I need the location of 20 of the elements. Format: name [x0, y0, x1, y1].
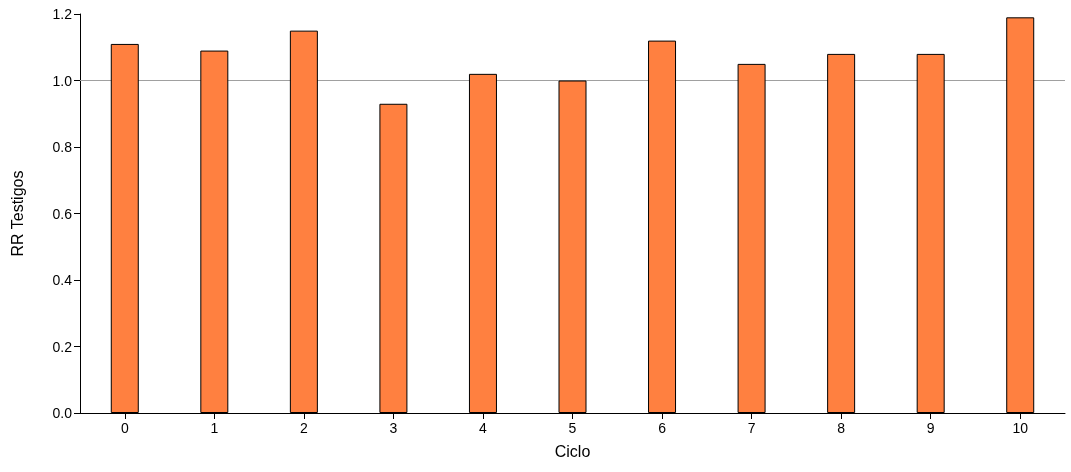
x-axis-title: Ciclo	[554, 442, 591, 460]
x-tick-label: 0	[120, 420, 129, 436]
x-tick-label: 3	[389, 420, 398, 436]
y-tick-label: 1.2	[52, 6, 73, 22]
y-tick-label: 0.6	[52, 205, 73, 222]
x-tick-label: 7	[747, 420, 756, 436]
y-tick-label: 0.8	[52, 139, 73, 155]
y-axis-title: RR Testigos	[8, 170, 26, 257]
x-tick-label: 8	[837, 420, 846, 436]
y-tick-label: 0.2	[52, 338, 73, 355]
x-tick-label: 6	[658, 420, 667, 436]
x-tick-label: 4	[479, 420, 488, 436]
x-tick-label: 1	[210, 420, 219, 436]
y-tick-label: 0.0	[52, 405, 73, 421]
x-tick-label: 5	[568, 420, 577, 436]
x-tick-label: 10	[1012, 420, 1029, 436]
x-tick-label: 2	[299, 420, 308, 436]
y-tick-label: 0.4	[52, 272, 73, 288]
x-tick-label: 9	[926, 420, 935, 436]
y-tick-label: 1.0	[52, 72, 73, 89]
